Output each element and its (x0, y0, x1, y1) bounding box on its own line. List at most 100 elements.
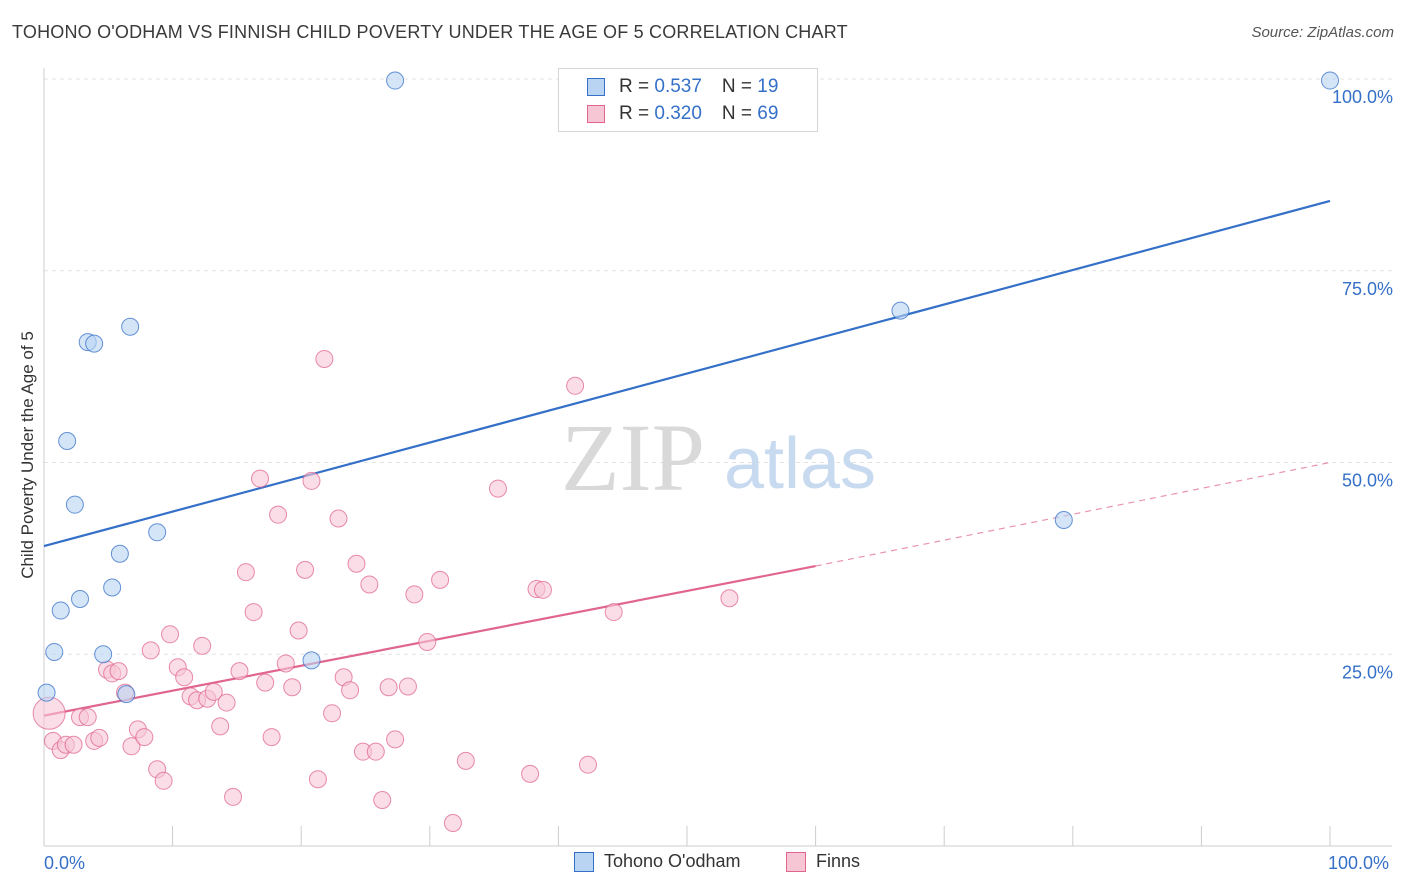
data-point-tohono (148, 523, 167, 542)
data-point-tohono (110, 544, 129, 563)
data-point-tohono (121, 317, 140, 336)
data-point-finns (211, 717, 230, 736)
data-point-finns (217, 693, 236, 712)
data-point-finns (276, 654, 295, 673)
data-point-finns (236, 563, 255, 582)
y-tick-label: 75.0% (1342, 279, 1393, 299)
legend-swatch-finns (786, 851, 806, 872)
data-point-finns (386, 730, 405, 749)
y-tick-label: 25.0% (1342, 662, 1393, 682)
legend-item-finns: Finns (786, 851, 860, 872)
data-point-finns (283, 678, 302, 697)
data-point-tohono (94, 645, 113, 664)
y-tick-label: 50.0% (1342, 471, 1393, 491)
data-point-finns (488, 479, 507, 498)
data-point-finns (175, 668, 194, 687)
x-tick-label-min: 0.0% (44, 853, 86, 873)
data-point-finns (251, 469, 270, 488)
series-legend: Tohono O'odham Finns (0, 851, 1406, 877)
data-point-finns (224, 787, 243, 806)
data-point-tohono (891, 301, 910, 320)
legend-r-value: 0.537 (654, 76, 702, 97)
data-point-tohono (45, 642, 64, 661)
legend-label-tohono: Tohono O'odham (604, 851, 741, 871)
data-point-finns (373, 790, 392, 809)
data-points (32, 71, 1339, 832)
data-point-finns (329, 509, 348, 528)
data-point-tohono (85, 334, 104, 353)
legend-n-value: 69 (757, 103, 779, 124)
trend-line-tohono (43, 199, 1331, 548)
axes (43, 68, 1392, 847)
data-point-finns (230, 662, 249, 681)
legend-swatch-finns (587, 105, 605, 123)
chart-title: TOHONO O'ODHAM VS FINNISH CHILD POVERTY … (12, 22, 848, 42)
data-point-finns (443, 813, 462, 832)
watermark-zip: ZIP (561, 404, 705, 511)
legend-r-label: R = (619, 76, 655, 97)
data-point-tohono (51, 601, 70, 620)
data-point-tohono (103, 578, 122, 597)
source-note: Source: ZipAtlas.com (1251, 24, 1394, 41)
data-point-finns (78, 708, 97, 727)
data-point-tohono (71, 590, 90, 609)
trend-extension-finns (815, 461, 1331, 567)
data-point-finns (204, 682, 223, 701)
data-point-finns (566, 376, 585, 395)
data-point-tohono (117, 685, 136, 704)
data-point-tohono (1321, 71, 1339, 90)
data-point-finns (90, 728, 109, 747)
data-point-finns (141, 641, 160, 660)
data-point-finns (308, 770, 327, 789)
data-point-finns (302, 471, 321, 490)
data-point-finns (244, 603, 263, 622)
data-point-finns (347, 554, 366, 573)
data-point-finns (405, 585, 424, 604)
legend-r-value: 0.320 (654, 103, 702, 124)
stats-legend: R = 0.537 N = 19 R = 0.320 N = 69 (558, 68, 818, 132)
legend-label-finns: Finns (816, 851, 861, 871)
data-point-finns (418, 632, 437, 651)
data-point-finns (521, 764, 540, 783)
data-point-finns (366, 742, 385, 761)
watermark: ZIP atlas (561, 404, 876, 511)
data-point-tohono (1054, 511, 1073, 530)
data-point-tohono (37, 683, 56, 702)
y-tick-labels: 25.0% 50.0% 75.0% 100.0% (1332, 87, 1393, 682)
data-point-finns (578, 755, 597, 774)
x-tick-label-max: 100.0% (1328, 853, 1390, 873)
legend-r-label: R = (619, 103, 655, 124)
data-point-finns (269, 505, 288, 524)
data-point-finns (315, 349, 334, 368)
data-point-tohono (302, 651, 321, 670)
watermark-atlas: atlas (724, 424, 876, 504)
data-point-finns (720, 589, 739, 608)
data-point-finns (161, 625, 180, 644)
data-point-finns (154, 771, 173, 790)
data-point-finns (256, 673, 275, 692)
data-point-finns (431, 570, 450, 589)
gridlines (44, 78, 1392, 655)
data-point-finns (64, 735, 83, 754)
data-point-finns (109, 662, 128, 681)
data-point-finns (456, 751, 475, 770)
legend-row-tohono: R = 0.537 N = 19 (587, 75, 778, 99)
data-point-finns (398, 677, 417, 696)
y-tick-label: 100.0% (1332, 87, 1393, 107)
data-point-finns (604, 603, 623, 622)
legend-n-label: N = (721, 76, 758, 97)
data-point-finns (323, 704, 342, 723)
data-point-tohono (58, 432, 77, 451)
data-point-finns (533, 580, 552, 599)
legend-row-finns: R = 0.320 N = 69 (587, 102, 778, 126)
legend-swatch-tohono (574, 851, 594, 872)
data-point-finns (379, 678, 398, 697)
data-point-finns (296, 560, 315, 579)
legend-n-value: 19 (757, 76, 779, 97)
data-point-finns (135, 728, 154, 747)
legend-n-label: N = (721, 103, 758, 124)
legend-item-tohono: Tohono O'odham (574, 851, 741, 872)
data-point-finns (289, 621, 308, 640)
data-point-finns (341, 681, 360, 700)
